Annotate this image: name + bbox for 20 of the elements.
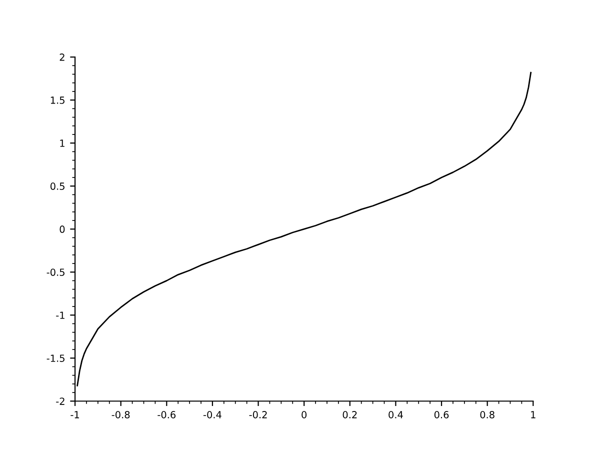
y-tick-label: -1 <box>56 312 64 319</box>
x-tick-label: -0.4 <box>203 411 222 418</box>
x-tick-label: 0.6 <box>434 411 449 418</box>
x-tick-label: -0.2 <box>249 411 267 418</box>
x-tick-label: 0 <box>302 411 307 418</box>
y-tick-label: 0.5 <box>50 182 64 190</box>
x-tick-label: -0.6 <box>158 411 176 418</box>
x-tick-label: -1 <box>70 411 79 418</box>
y-tick-label: -1.5 <box>46 354 64 362</box>
y-tick-label: 1.5 <box>50 96 64 104</box>
x-tick-label: 0.8 <box>480 411 494 418</box>
x-tick-label: 0.2 <box>342 411 357 418</box>
y-tick-label: -2 <box>56 398 64 405</box>
x-tick-label: 1 <box>531 411 536 418</box>
x-tick-label: 0.4 <box>388 411 403 418</box>
y-tick-label: 0 <box>60 226 65 233</box>
x-tick-label: -0.8 <box>112 411 130 418</box>
y-tick-label: 1 <box>60 140 64 147</box>
y-tick-label: -0.5 <box>46 268 64 276</box>
y-tick-label: 2 <box>60 54 64 61</box>
